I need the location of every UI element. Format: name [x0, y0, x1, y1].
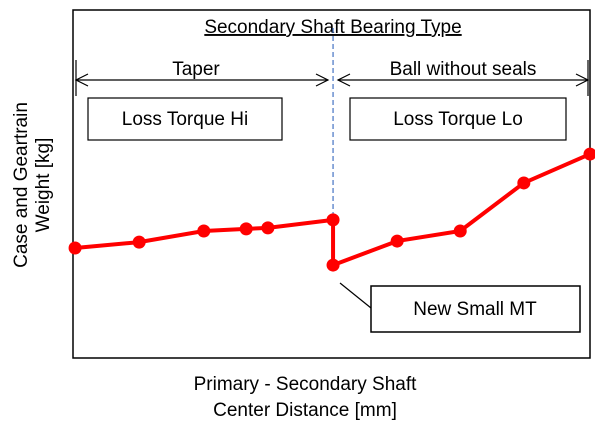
data-point [517, 176, 531, 190]
data-point [326, 213, 340, 227]
data-point [197, 224, 211, 238]
data-point [390, 234, 404, 248]
data-point [583, 147, 595, 161]
data-point [453, 224, 467, 238]
data-point [132, 235, 146, 249]
x-axis-label: Center Distance [mm] [213, 400, 397, 421]
annotation: New Small MT [413, 299, 537, 320]
y-axis-label: Case and Geartrain [11, 102, 32, 268]
annotation-box [370, 285, 581, 333]
plot-frame [72, 9, 591, 359]
box-label: Loss Torque Lo [393, 109, 523, 130]
label-box [87, 97, 283, 141]
data-point [326, 258, 340, 272]
data-point [239, 222, 253, 236]
region-arrows [74, 60, 590, 96]
data-line [74, 152, 591, 268]
y-axis-label: Weight [kg] [33, 138, 54, 233]
region-label: Taper [172, 59, 220, 80]
region-label: Ball without seals [390, 59, 537, 80]
data-point [261, 221, 275, 235]
data-point [68, 241, 82, 255]
x-axis-label: Primary - Secondary Shaft [194, 374, 418, 395]
chart-title: Secondary Shaft Bearing Type [204, 17, 461, 38]
box-label: Loss Torque Hi [122, 109, 248, 130]
label-box [349, 97, 567, 141]
annotation-leader [339, 282, 372, 309]
